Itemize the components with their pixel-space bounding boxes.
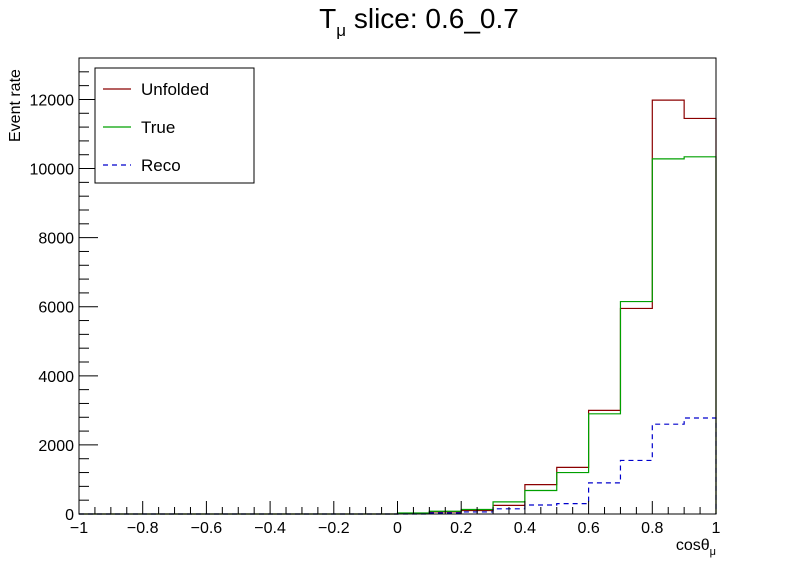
- svg-text:Tμ slice: 0.6_0.7: Tμ slice: 0.6_0.7: [319, 3, 519, 40]
- series-line-reco: [79, 417, 717, 515]
- chart-title: Tμ slice: 0.6_0.7: [319, 3, 519, 40]
- legend-label: Reco: [141, 156, 181, 175]
- x-tick-label: 0: [393, 520, 402, 537]
- y-axis: 0 2000 4000 6000 8000 10000 12000: [30, 57, 98, 524]
- legend-label: True: [141, 118, 175, 137]
- x-tick-label: −0.4: [254, 520, 286, 537]
- x-tick-label: −0.6: [191, 520, 223, 537]
- x-axis: −1 −0.8 −0.6 −0.4 −0.2 0 0.2 0.4 0.6 0.8 1: [70, 501, 721, 537]
- x-tick-label: −0.2: [318, 520, 350, 537]
- x-tick-label: −1: [70, 520, 88, 537]
- title-subscript: μ: [336, 21, 346, 40]
- x-tick-label: 0.4: [514, 520, 536, 537]
- legend-box: [94, 67, 255, 184]
- y-tick-label: 4000: [38, 369, 74, 386]
- y-tick-label: 0: [65, 507, 74, 524]
- legend-item-reco: Reco: [103, 156, 181, 175]
- y-tick-label: 12000: [30, 92, 75, 109]
- y-tick-label: 2000: [38, 438, 74, 455]
- y-tick-label: 6000: [38, 300, 74, 317]
- title-main: T: [319, 3, 336, 34]
- legend-label: Unfolded: [141, 80, 209, 99]
- x-tick-label: −0.8: [127, 520, 159, 537]
- x-label-subscript: μ: [710, 546, 716, 558]
- x-label-main: cosθ: [676, 537, 710, 554]
- legend-item-unfolded: Unfolded: [103, 80, 209, 99]
- title-rest: slice: 0.6_0.7: [346, 3, 519, 34]
- legend: Unfolded True Reco: [94, 67, 255, 184]
- x-tick-label: 0.8: [641, 520, 663, 537]
- y-tick-label: 8000: [38, 231, 74, 248]
- x-tick-label: 0.6: [577, 520, 599, 537]
- y-tick-label: 10000: [30, 162, 75, 179]
- legend-item-true: True: [103, 118, 175, 137]
- x-tick-label: 1: [712, 520, 721, 537]
- x-tick-label: 0.2: [450, 520, 472, 537]
- y-axis-label: Event rate: [7, 69, 24, 142]
- x-axis-label: cosθμ: [676, 537, 716, 558]
